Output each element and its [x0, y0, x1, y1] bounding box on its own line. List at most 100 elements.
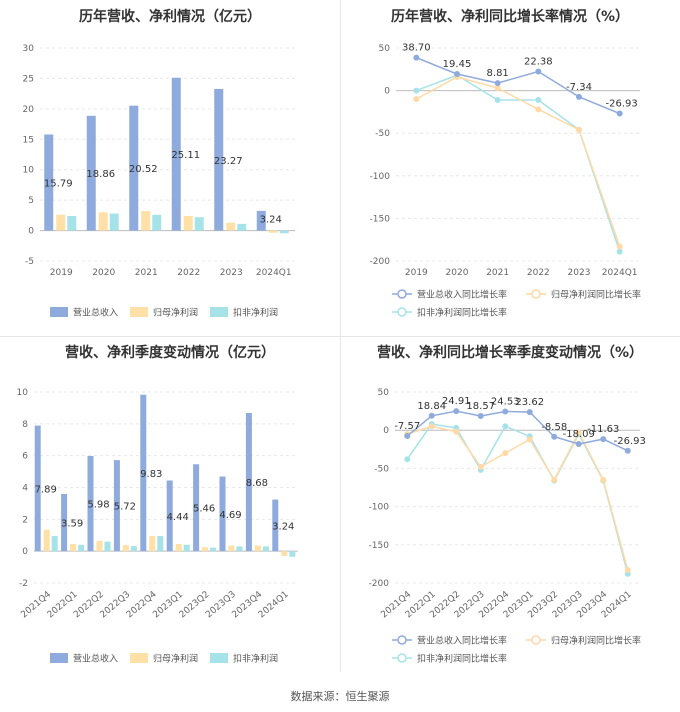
legend-swatch — [50, 653, 68, 663]
legend-marker — [397, 289, 407, 299]
legend-marker — [531, 635, 541, 645]
chart-svg: -200-150-100-500502021Q42022Q12022Q22022… — [369, 388, 646, 665]
y-tick-label: -5 — [25, 257, 34, 267]
quarterly-growth-rate-chart: 营收、净利同比增长率季度变动情况（%） -200 -150 -100 -50 0 50 20… — [340, 336, 680, 672]
data-point — [575, 429, 582, 436]
data-point — [575, 441, 582, 448]
legend-swatch — [210, 653, 228, 663]
y-tick-label: 15 — [23, 135, 34, 145]
legend-swatch — [130, 653, 148, 663]
legend-label: 扣非净利润同比增长率 — [417, 307, 507, 319]
data-point — [624, 447, 631, 454]
data-label: 3.24 — [272, 521, 294, 532]
legend-marker — [531, 289, 541, 299]
data-label: -8.58 — [541, 422, 567, 433]
data-point — [526, 436, 533, 443]
chart-svg: -5 0 5 10 15 20 25 30 15.79 2019 18.86 2020 20.52 202… — [23, 44, 295, 319]
x-tick-label: 2019 — [50, 268, 73, 278]
data-point — [576, 93, 582, 100]
x-tick-label: 2024Q1 — [257, 590, 291, 621]
bar — [272, 499, 279, 552]
chart-title: 营收、净利季度变动情况（亿元） — [65, 345, 275, 361]
bar — [256, 210, 266, 231]
data-point — [616, 243, 623, 250]
data-label: 7.89 — [35, 484, 57, 495]
bar — [78, 544, 85, 552]
y-tick-label: 50 — [378, 388, 390, 398]
bar — [279, 230, 289, 234]
data-source: 数据来源：恒生聚源 — [290, 690, 390, 703]
bar — [166, 480, 173, 552]
y-tick-label: 4 — [22, 484, 28, 494]
y-tick-label: 0 — [384, 87, 390, 97]
x-tick-label: 2024Q1 — [602, 268, 638, 278]
bar — [289, 551, 296, 557]
bar — [171, 77, 181, 231]
x-tick-label: 2019 — [405, 268, 428, 278]
y-tick-label: 50 — [379, 44, 391, 54]
y-tick-label: 30 — [23, 44, 35, 54]
x-tick-label: 2023 — [220, 268, 243, 278]
y-tick-label: -200 — [369, 579, 390, 589]
data-label: 38.70 — [402, 43, 431, 54]
bar — [149, 536, 156, 552]
data-point — [576, 126, 582, 133]
legend-label: 营业总收入同比增长率 — [417, 289, 507, 301]
bar — [67, 215, 77, 231]
legend-label: 营业总收入同比增长率 — [417, 635, 507, 647]
y-tick-label: -150 — [370, 214, 391, 224]
series-line — [416, 56, 620, 115]
data-label: 18.84 — [417, 401, 446, 412]
bar — [43, 529, 50, 552]
data-point — [551, 433, 558, 440]
data-label: -26.93 — [606, 99, 638, 110]
data-label: 5.72 — [114, 502, 136, 513]
horizontal-divider — [0, 336, 680, 337]
chart-title: 历年营收、净利情况（亿元） — [79, 9, 261, 25]
x-tick-label: 2023 — [568, 268, 591, 278]
chart-svg: -200 -150 -100 -50 0 50 2019 2020 2021 2022 2023 20… — [370, 43, 641, 319]
data-label: 9.83 — [140, 469, 162, 480]
bar — [254, 545, 261, 552]
data-point — [454, 71, 460, 78]
y-tick-label: -200 — [370, 257, 391, 267]
y-tick-label: -50 — [375, 129, 390, 139]
data-label: 5.98 — [87, 500, 109, 511]
x-tick-label: 2024Q1 — [256, 268, 292, 278]
y-tick-label: 8 — [22, 420, 28, 430]
data-point — [404, 456, 411, 463]
x-tick-label: 2020 — [92, 268, 115, 278]
data-point — [526, 409, 533, 416]
bar — [141, 211, 151, 231]
bar — [194, 217, 204, 231]
data-label: 3.59 — [61, 519, 83, 530]
data-point — [413, 96, 420, 103]
annual-growth-rate-chart: 历年营收、净利同比增长率情况（%） -200 -150 -100 -50 0 50 2019… — [340, 0, 680, 336]
bar — [268, 230, 278, 233]
bar — [214, 88, 224, 231]
chart-svg: -202468107.892021Q43.592022Q15.982022Q25… — [17, 388, 298, 665]
bar — [96, 540, 103, 552]
legend-label: 归母净利润 — [153, 307, 198, 319]
bar — [140, 394, 147, 552]
chart-title: 营收、净利同比增长率季度变动情况（%） — [376, 345, 644, 361]
data-point — [477, 413, 484, 420]
data-label: 25.11 — [171, 150, 200, 161]
bar — [122, 545, 129, 552]
legend-label: 扣非净利润 — [233, 307, 278, 319]
data-point — [535, 68, 542, 75]
legend-label: 归母净利润 — [153, 653, 198, 665]
data-label: 18.86 — [86, 169, 115, 180]
data-point — [453, 408, 460, 415]
y-tick-label: -150 — [369, 541, 390, 551]
y-tick-label: 10 — [17, 388, 29, 398]
data-point — [494, 80, 501, 87]
bar — [87, 455, 94, 552]
bar — [226, 222, 236, 231]
bar — [104, 541, 111, 552]
data-point — [413, 54, 420, 61]
x-tick-label: 2022 — [177, 268, 200, 278]
data-point — [428, 423, 435, 430]
bar — [245, 413, 252, 552]
data-label: -18.09 — [563, 429, 595, 440]
